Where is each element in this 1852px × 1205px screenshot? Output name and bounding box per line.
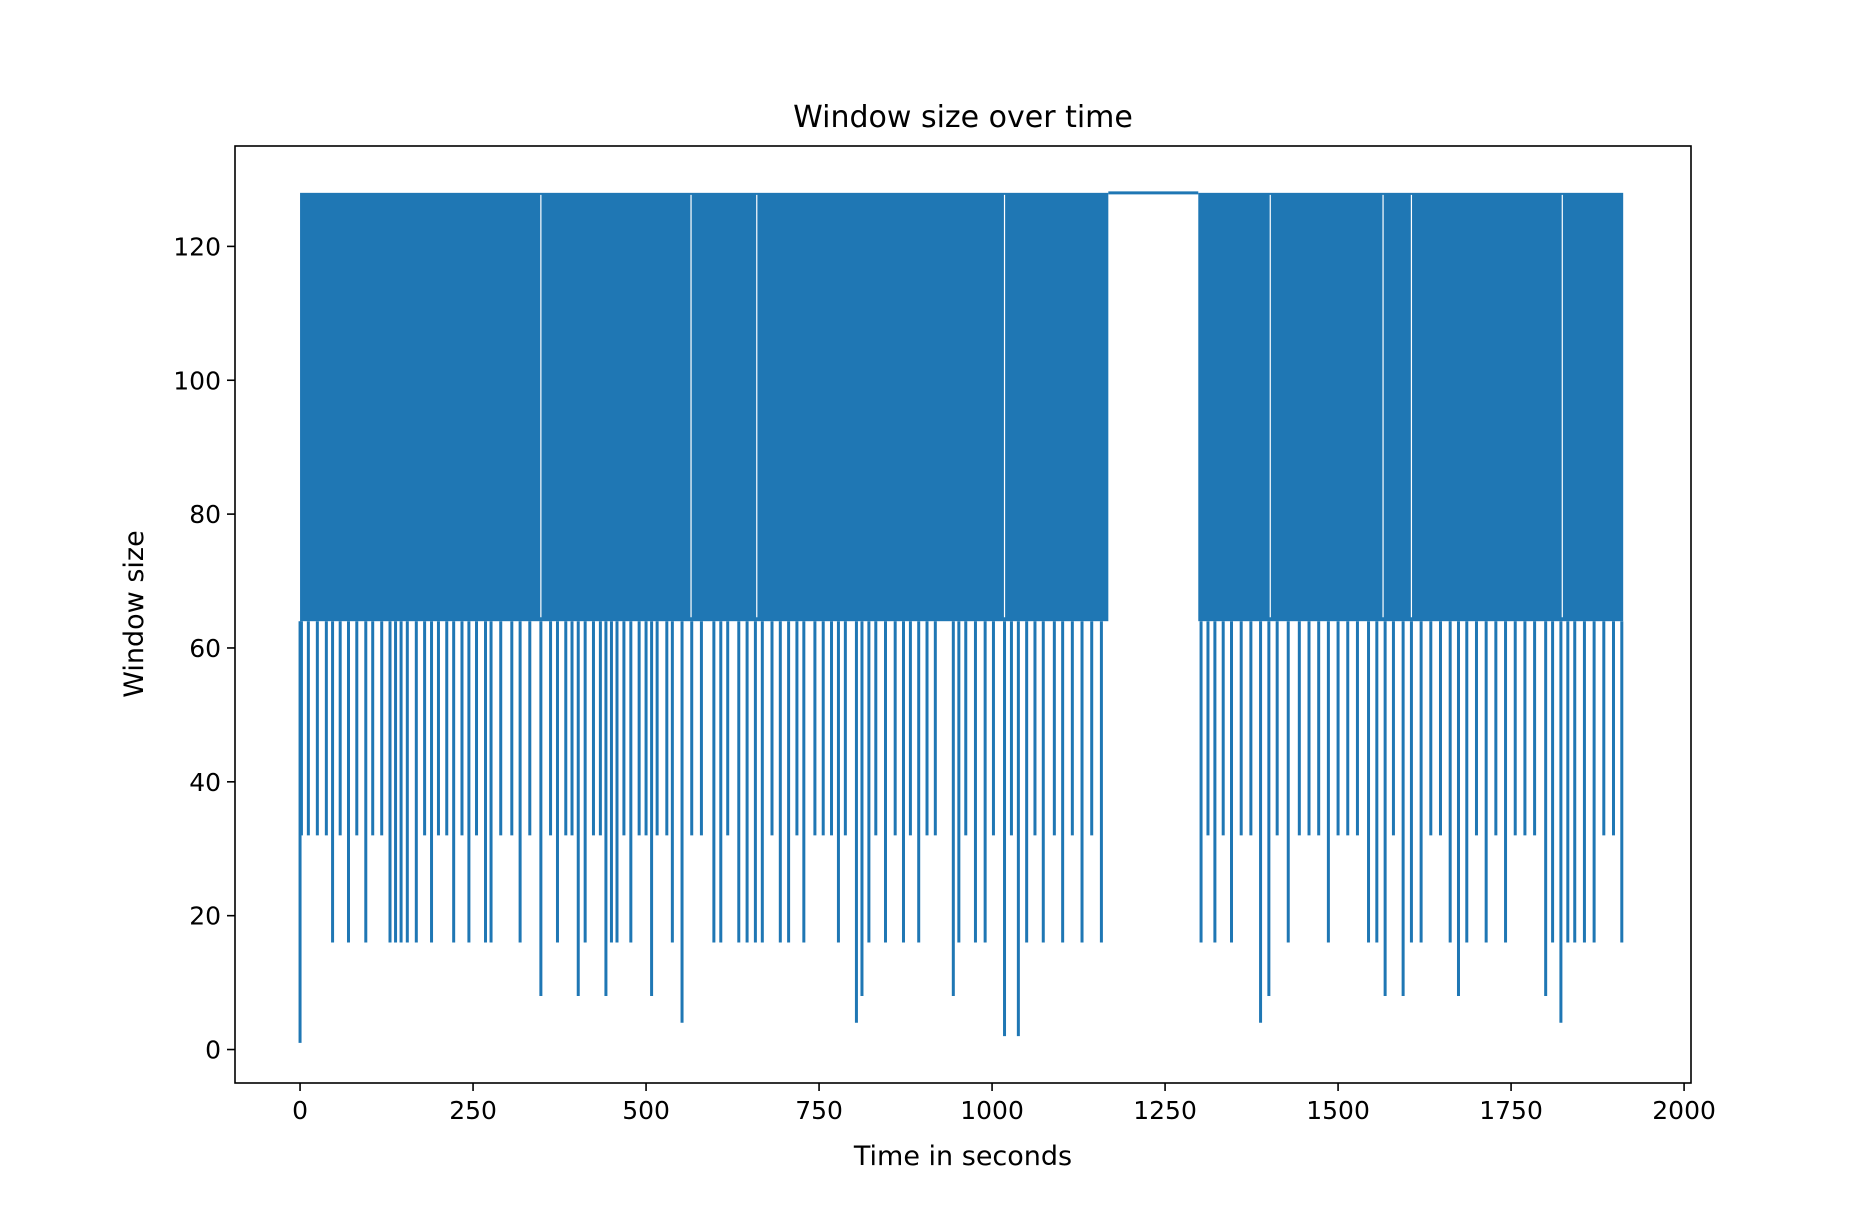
x-axis-label: Time in seconds	[853, 1141, 1072, 1172]
chart-title: Window size over time	[793, 100, 1133, 135]
y-tick-label: 20	[189, 902, 221, 931]
x-tick-label: 750	[795, 1096, 843, 1125]
y-tick-label: 80	[189, 500, 221, 529]
x-tick-label: 1250	[1133, 1096, 1197, 1125]
y-tick-label: 40	[189, 768, 221, 797]
x-tick-label: 2000	[1652, 1096, 1716, 1125]
series-oscillation-band-left	[300, 192, 1109, 622]
plot-frame	[234, 145, 1692, 1084]
y-tick-label: 100	[173, 366, 221, 395]
x-tick-label: 1000	[960, 1096, 1024, 1125]
y-tick-label: 60	[189, 634, 221, 663]
x-tick-label: 1500	[1306, 1096, 1370, 1125]
x-tick-label: 0	[292, 1096, 308, 1125]
x-tick-label: 500	[622, 1096, 670, 1125]
x-tick-label: 250	[449, 1096, 497, 1125]
x-tick-label: 1750	[1479, 1096, 1543, 1125]
series-oscillation-band-right	[1198, 192, 1624, 622]
y-tick-label: 0	[205, 1036, 221, 1065]
y-tick-label: 120	[173, 232, 221, 261]
y-axis-label: Window size	[119, 530, 150, 697]
series-layer	[298, 191, 1624, 1043]
y-axis-ticks: 0 20 40 60 80 100 120	[173, 232, 235, 1065]
x-axis-ticks: 0 250 500 750 1000 1250 1500 1750 2000	[292, 1083, 1716, 1125]
